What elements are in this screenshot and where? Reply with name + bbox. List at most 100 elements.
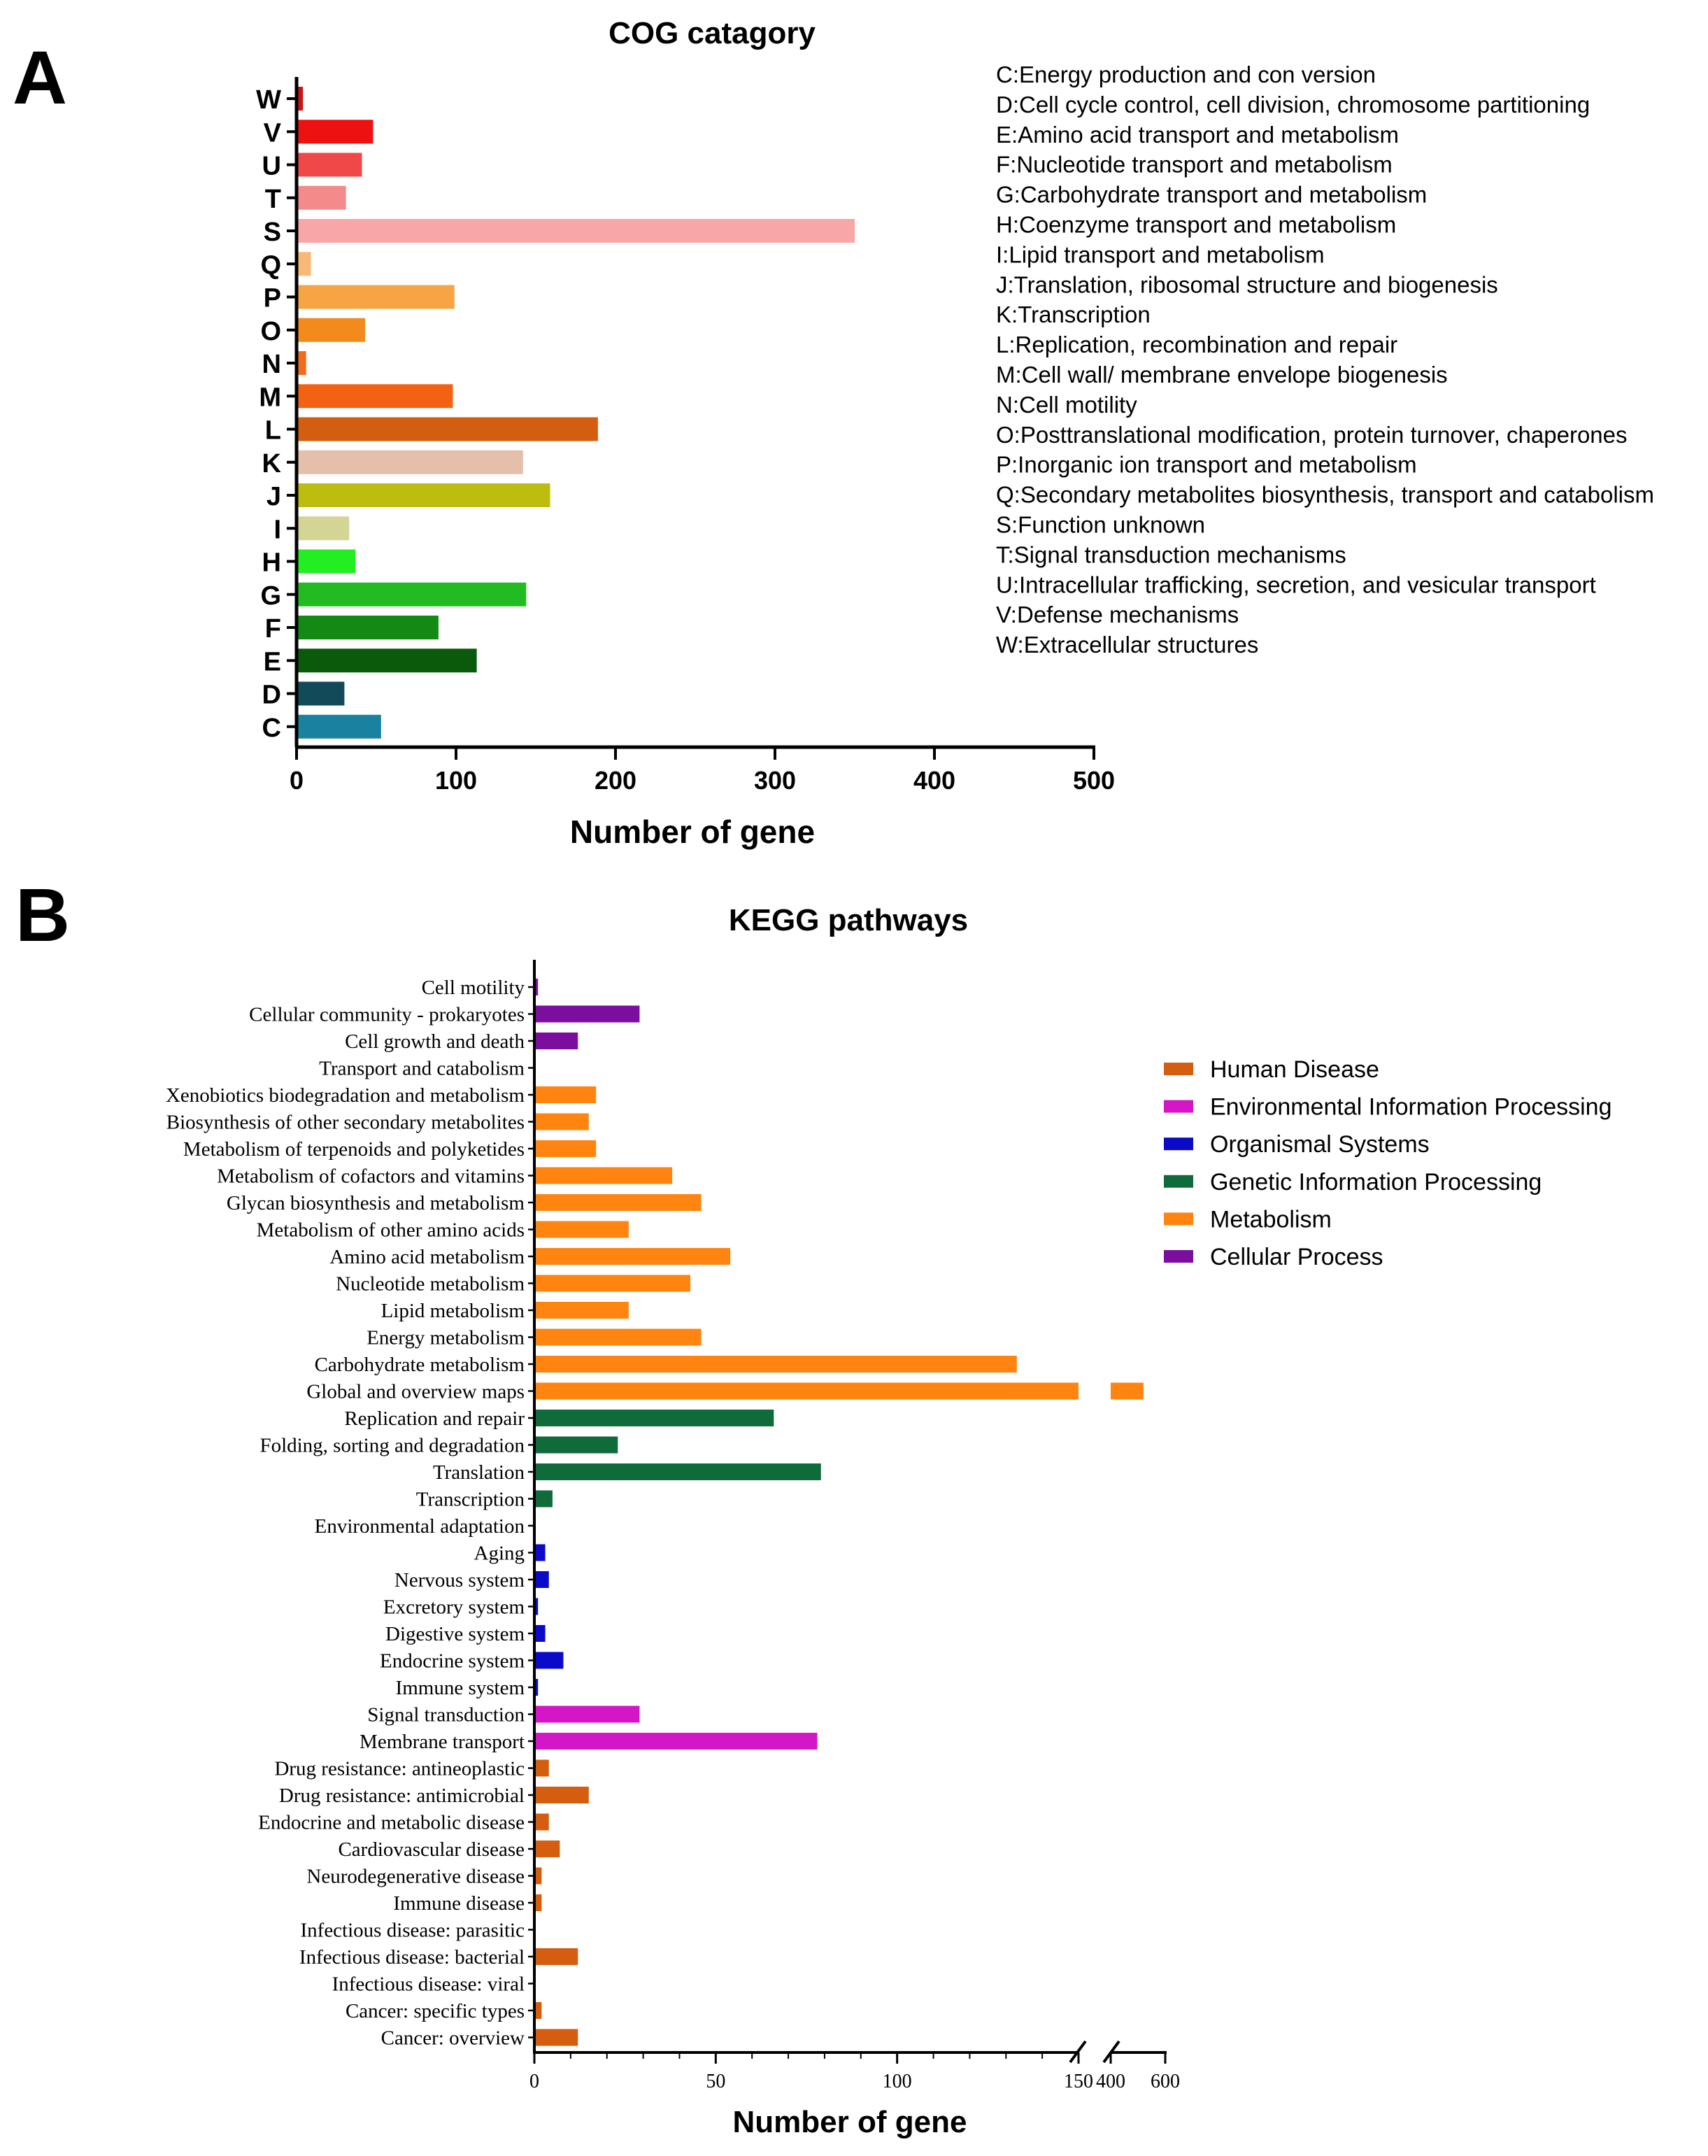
- kegg-bar-biosynthesis-of-other-secondary-metabolites: [534, 1113, 589, 1130]
- cog-bar-o: [297, 318, 366, 342]
- kegg-pathway-label-endocrine-and-metabolic-disease: Endocrine and metabolic disease: [258, 1812, 525, 1834]
- kegg-bar-drug-resistance-antimicrobial: [534, 1787, 589, 1803]
- cog-bar-h: [297, 549, 356, 574]
- kegg-bar-metabolism-of-terpenoids-and-polyketides: [534, 1140, 597, 1157]
- cog-x-tick-label-0: 0: [290, 766, 304, 795]
- cog-category-label-h: H: [262, 548, 281, 578]
- cog-category-label-w: W: [256, 85, 281, 115]
- kegg-pathway-label-biosynthesis-of-other-secondary-metabolites: Biosynthesis of other secondary metaboli…: [166, 1112, 525, 1134]
- kegg-bar-cancer-overview: [534, 2029, 578, 2046]
- kegg-bar-amino-acid-metabolism: [534, 1248, 731, 1265]
- cog-x-tick-label-400: 400: [913, 766, 955, 795]
- cog-legend-entry-i: I:Lipid transport and metabolism: [996, 241, 1325, 267]
- cog-bar-t: [297, 185, 346, 210]
- kegg-bars: [534, 979, 1144, 2046]
- cog-legend-entry-u: U:Intracellular trafficking, secretion, …: [996, 572, 1596, 597]
- cog-category-label-d: D: [262, 681, 281, 710]
- cog-x-tick-label-100: 100: [435, 766, 477, 795]
- kegg-pathway-label-endocrine-system: Endocrine system: [380, 1650, 525, 1673]
- cog-x-tick-label-200: 200: [595, 766, 636, 795]
- kegg-bar-cell-growth-and-death: [534, 1033, 578, 1049]
- kegg-bar-digestive-system: [534, 1625, 546, 1642]
- cog-category-label-g: G: [260, 581, 281, 611]
- panel-b-label: B: [15, 872, 70, 957]
- cog-legend-entry-d: D:Cell cycle control, cell division, chr…: [996, 92, 1590, 118]
- cog-bar-w: [297, 87, 304, 111]
- kegg-axes: 0 50 100 150 400 600: [528, 960, 1180, 2092]
- kegg-x-tick-label-150: 150: [1064, 2071, 1093, 2092]
- cog-category-label-n: N: [262, 350, 281, 379]
- kegg-legend-swatch-metabolism: [1164, 1212, 1193, 1226]
- kegg-bar-lipid-metabolism: [534, 1302, 629, 1319]
- kegg-pathway-label-drug-resistance-antimicrobial: Drug resistance: antimicrobial: [279, 1785, 525, 1807]
- kegg-bar-cellular-community-prokaryotes: [534, 1005, 640, 1023]
- kegg-bar-cardiovascular-disease: [534, 1841, 560, 1857]
- kegg-bar-endocrine-and-metabolic-disease: [534, 1813, 549, 1831]
- cog-bars: [297, 87, 855, 739]
- cog-category-label-i: I: [273, 515, 281, 544]
- kegg-bar-translation: [534, 1463, 821, 1480]
- cog-bar-n: [297, 351, 306, 375]
- kegg-x-axis-title: Number of gene: [733, 2105, 967, 2139]
- cog-category-label-m: M: [259, 383, 281, 412]
- cog-x-tick-label-300: 300: [754, 766, 796, 795]
- kegg-legend: Human Disease Environmental Information P…: [1164, 1056, 1612, 1270]
- cog-axes: 0 100 200 300 400 500: [287, 77, 1115, 795]
- kegg-x-tick-label-600: 600: [1151, 2071, 1180, 2092]
- kegg-bar-signal-transduction: [534, 1705, 640, 1723]
- cog-category-label-c: C: [262, 714, 281, 743]
- cog-bar-q: [297, 252, 311, 276]
- kegg-legend-swatch-organismal-systems: [1164, 1137, 1193, 1151]
- cog-legend-entry-h: H:Coenzyme transport and metabolism: [996, 212, 1396, 238]
- kegg-legend-label-metabolism: Metabolism: [1210, 1206, 1332, 1233]
- cog-category-label-l: L: [265, 416, 281, 446]
- kegg-pathway-label-xenobiotics-biodegradation-and-metabolism: Xenobiotics biodegradation and metabolis…: [166, 1084, 525, 1107]
- cog-legend-entry-o: O:Posttranslational modification, protei…: [996, 422, 1628, 448]
- kegg-pathway-label-drug-resistance-antineoplastic: Drug resistance: antineoplastic: [274, 1758, 525, 1780]
- kegg-axis-break-mark-right: [1102, 2040, 1120, 2064]
- kegg-bar-xenobiotics-biodegradation-and-metabolism: [534, 1086, 597, 1103]
- kegg-pathway-label-neurodegenerative-disease: Neurodegenerative disease: [306, 1866, 525, 1888]
- kegg-pathway-label-translation: Translation: [433, 1461, 525, 1484]
- kegg-pathway-label-replication-and-repair: Replication and repair: [344, 1407, 525, 1430]
- kegg-pathway-label-immune-disease: Immune disease: [393, 1892, 525, 1915]
- cog-bar-s: [297, 219, 855, 243]
- kegg-bar-drug-resistance-antineoplastic: [534, 1759, 549, 1777]
- kegg-bar-replication-and-repair: [534, 1410, 774, 1426]
- kegg-pathway-label-transport-and-catabolism: Transport and catabolism: [319, 1058, 525, 1080]
- kegg-pathway-label-signal-transduction: Signal transduction: [367, 1704, 525, 1726]
- cog-legend-entry-f: F:Nucleotide transport and metabolism: [996, 152, 1393, 178]
- kegg-pathway-labels: Cell motility Cellular community - prokar…: [166, 977, 525, 2050]
- cog-category-label-k: K: [262, 449, 282, 478]
- kegg-bar-glycan-biosynthesis-and-metabolism: [534, 1194, 702, 1211]
- cog-bar-e: [297, 648, 477, 673]
- kegg-bar-excretory-system: [534, 1598, 539, 1615]
- kegg-legend-label-human-disease: Human Disease: [1210, 1056, 1379, 1083]
- cog-legend-entry-v: V:Defense mechanisms: [996, 602, 1239, 627]
- cog-category-label-f: F: [265, 614, 281, 644]
- cog-bar-l: [297, 417, 598, 441]
- kegg-bar-metabolism-of-cofactors-and-vitamins: [534, 1167, 673, 1184]
- kegg-pathway-label-energy-metabolism: Energy metabolism: [366, 1327, 525, 1349]
- kegg-x-tick-label-0: 0: [529, 2071, 539, 2092]
- kegg-x-tick-label-50: 50: [706, 2071, 725, 2092]
- kegg-bar-endocrine-system: [534, 1652, 564, 1669]
- cog-bar-c: [297, 714, 381, 739]
- kegg-bar-neurodegenerative-disease: [534, 1867, 542, 1885]
- kegg-pathway-label-membrane-transport: Membrane transport: [360, 1731, 525, 1753]
- kegg-pathway-label-infectious-disease-bacterial: Infectious disease: bacterial: [299, 1946, 525, 1969]
- cog-bar-k: [297, 450, 523, 474]
- cog-chart-title: COG catagory: [609, 16, 816, 50]
- kegg-pathway-label-excretory-system: Excretory system: [383, 1596, 525, 1619]
- kegg-legend-label-genetic-information-processing: Genetic Information Processing: [1210, 1169, 1542, 1196]
- cog-legend-entry-k: K:Transcription: [996, 302, 1151, 327]
- cog-legend-entry-g: G:Carbohydrate transport and metabolism: [996, 182, 1427, 208]
- cog-legend-entry-l: L:Replication, recombination and repair: [996, 332, 1397, 357]
- cog-legend-entry-p: P:Inorganic ion transport and metabolism: [996, 452, 1417, 478]
- kegg-legend-label-environmental-information-processing: Environmental Information Processing: [1210, 1094, 1612, 1121]
- kegg-bar-carbohydrate-metabolism: [534, 1356, 1017, 1373]
- kegg-pathway-label-cellular-community-prokaryotes: Cellular community - prokaryotes: [249, 1004, 525, 1026]
